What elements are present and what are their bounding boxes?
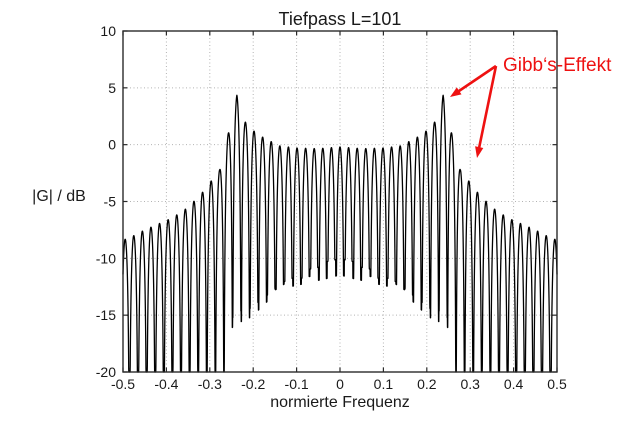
x-tick-label: 0	[336, 376, 344, 392]
y-tick-label: 5	[108, 80, 116, 96]
y-tick-label: 0	[108, 137, 116, 153]
y-axis-label: |G| / dB	[32, 188, 86, 205]
y-tick-label: 10	[100, 23, 116, 39]
x-tick-label: -0.5	[111, 376, 135, 392]
x-tick-label: 0.5	[547, 376, 567, 392]
y-tick-label: -5	[104, 194, 117, 210]
magnitude-response-curve	[122, 94, 558, 373]
y-tick-labels: 10 5 0 -5 -10 -15 -20	[96, 23, 116, 380]
y-tick-label: -15	[96, 307, 116, 323]
gibbs-effect-arrowhead	[450, 87, 462, 97]
curve-layer	[122, 94, 558, 373]
axis-ticks	[122, 30, 558, 373]
x-tick-label: 0.1	[374, 376, 394, 392]
gibbs-effect-arrow-line	[477, 65, 498, 152]
gibbs-effect-label: Gibb‘s-Effekt	[503, 55, 612, 76]
x-tick-label: -0.2	[241, 376, 265, 392]
x-tick-label: -0.3	[198, 376, 222, 392]
y-tick-label: -20	[96, 364, 116, 380]
y-tick-label: -10	[96, 250, 116, 266]
x-tick-label: -0.1	[285, 376, 309, 392]
gibbs-effect-arrowhead	[475, 146, 484, 158]
x-tick-label: -0.4	[154, 376, 178, 392]
chart-title: Tiefpass L=101	[279, 9, 402, 29]
grid-lines	[123, 31, 557, 372]
x-tick-label: 0.2	[417, 376, 437, 392]
gibbs-effect-annotation: Gibb‘s-Effekt	[450, 55, 612, 158]
x-axis-label: normierte Frequenz	[270, 394, 410, 411]
x-tick-label: 0.4	[504, 376, 524, 392]
x-tick-labels: -0.5 -0.4 -0.3 -0.2 -0.1 0 0.1 0.2 0.3 0.4 0.5	[111, 376, 567, 392]
gibbs-effect-arrow-line	[455, 64, 497, 95]
x-tick-label: 0.3	[460, 376, 480, 392]
